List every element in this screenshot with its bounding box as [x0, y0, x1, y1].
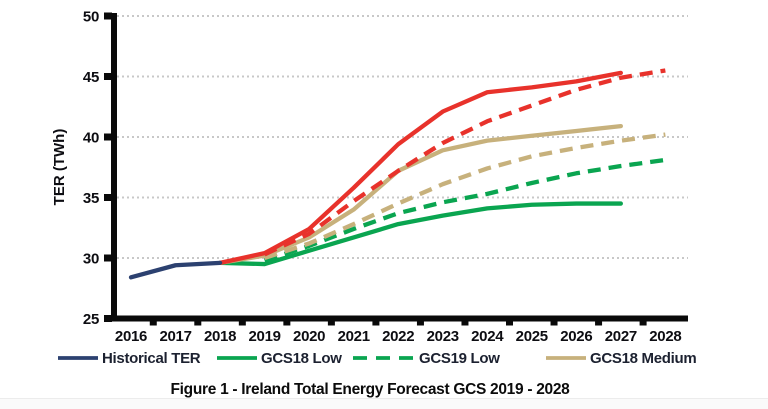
svg-text:2026: 2026 — [560, 328, 592, 345]
legend-swatch-solid-line — [546, 356, 586, 360]
legend-item-historical-ter: Historical TER — [57, 346, 201, 370]
svg-text:2028: 2028 — [649, 328, 681, 345]
svg-text:25: 25 — [83, 311, 99, 328]
legend-swatch-dashed-line — [353, 356, 415, 360]
legend-label-historical-ter: Historical TER — [102, 349, 201, 367]
legend-label-gcs18-medium: GCS18 Medium — [590, 349, 697, 367]
svg-text:2021: 2021 — [338, 328, 370, 345]
svg-text:35: 35 — [83, 190, 99, 207]
legend-swatch-solid-line — [217, 356, 257, 360]
figure-caption: Figure 1 - Ireland Total Energy Forecast… — [170, 381, 570, 398]
svg-text:45: 45 — [83, 69, 99, 86]
svg-text:TER (TWh): TER (TWh) — [51, 129, 68, 206]
chart-legend: Historical TER GCS18 Low GCS19 Low GCS18… — [0, 346, 768, 372]
legend-item-gcs18-medium: GCS18 Medium — [545, 346, 697, 370]
page-background-strip — [0, 398, 768, 409]
svg-text:2027: 2027 — [605, 328, 637, 345]
svg-text:2022: 2022 — [382, 328, 414, 345]
svg-text:30: 30 — [83, 251, 99, 268]
svg-text:50: 50 — [83, 9, 99, 26]
svg-text:2023: 2023 — [427, 328, 459, 345]
legend-swatch-solid-line — [58, 356, 98, 360]
line-chart-canvas: 25 30 35 40 45 50 2016 2017 2018 2019 2020 2021 2022… — [51, 9, 688, 345]
svg-text:2016: 2016 — [115, 328, 147, 345]
svg-text:2018: 2018 — [204, 328, 236, 345]
svg-text:2024: 2024 — [471, 328, 504, 345]
svg-text:2020: 2020 — [293, 328, 325, 345]
svg-text:2025: 2025 — [516, 328, 548, 345]
legend-label-gcs18-low: GCS18 Low — [261, 349, 342, 367]
svg-text:2017: 2017 — [159, 328, 191, 345]
svg-text:2019: 2019 — [249, 328, 281, 345]
legend-item-gcs19-low: GCS19 Low — [352, 346, 500, 370]
legend-label-gcs19-low: GCS19 Low — [419, 349, 500, 367]
legend-item-gcs18-low: GCS18 Low — [216, 346, 342, 370]
svg-text:40: 40 — [83, 130, 99, 147]
